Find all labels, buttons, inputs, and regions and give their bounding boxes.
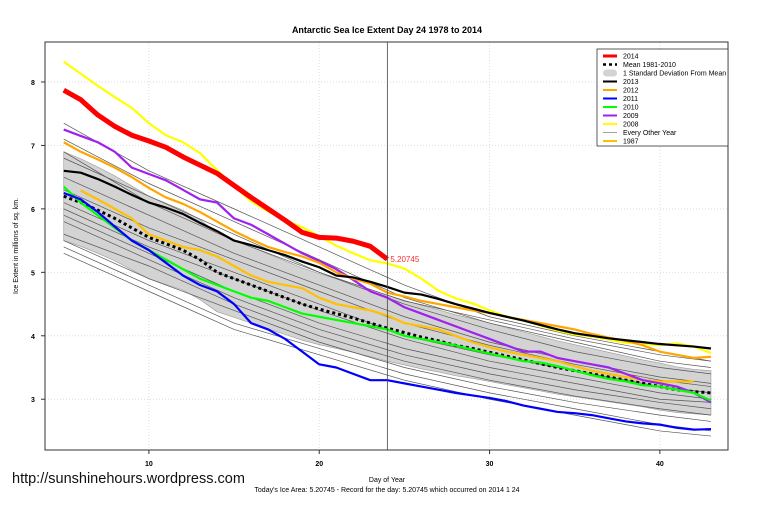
- legend-box: [596, 48, 729, 147]
- chart-subtitle: Today's Ice Area: 5.20745 - Record for t…: [254, 487, 519, 494]
- legend-label: 2011: [623, 96, 638, 103]
- legend-label: Every Other Year: [623, 130, 677, 137]
- y-tick-label: 4: [31, 334, 35, 341]
- legend-label: 2012: [623, 88, 639, 95]
- x-tick-label: 20: [315, 461, 323, 468]
- series-line-2014: [62, 88, 389, 262]
- y-tick-label: 3: [31, 397, 35, 404]
- legend-label: 2009: [623, 113, 639, 120]
- x-tick-label: 10: [145, 461, 153, 468]
- other-year-line: [63, 122, 712, 362]
- other-year-line: [63, 151, 712, 362]
- legend-label: 2008: [623, 122, 639, 129]
- marker-value-label: 5.20745: [390, 255, 419, 264]
- y-tick-label: 6: [31, 207, 35, 214]
- x-axis-ticks: 10 20 30 40: [145, 450, 664, 468]
- other-year-line: [63, 208, 712, 400]
- other-year-line: [63, 233, 712, 416]
- legend-label: 2013: [623, 79, 639, 86]
- plot-frame: [44, 41, 729, 451]
- x-axis-label: Day of Year: [369, 477, 406, 484]
- legend-swatch-band: [603, 69, 617, 77]
- other-year-line: [63, 157, 712, 375]
- legend-label: 1 Standard Deviation From Mean: [623, 71, 726, 78]
- other-year-line: [63, 240, 712, 422]
- y-axis-label: Ice Extent in millions of sq. km.: [13, 198, 20, 294]
- other-year-line: [63, 246, 712, 432]
- other-year-line: [63, 252, 712, 437]
- other-year-line: [63, 176, 712, 384]
- y-tick-label: 8: [31, 80, 35, 87]
- x-tick-label: 40: [656, 461, 664, 468]
- legend-label: 1987: [623, 139, 639, 146]
- y-tick-label: 5: [31, 270, 35, 277]
- day-marker-group: 5.20745: [386, 42, 420, 450]
- chart-title: Antarctic Sea Ice Extent Day 24 1978 to …: [292, 25, 482, 35]
- y-axis-ticks: 3 4 5 6 7 8: [31, 80, 45, 404]
- watermark-url: http://sunshinehours.wordpress.com: [12, 471, 245, 487]
- other-year-line: [63, 138, 712, 368]
- series-line-mean-1981-2010: [63, 194, 712, 395]
- y-tick-label: 7: [31, 143, 35, 150]
- legend-label: 2014: [623, 54, 639, 61]
- legend-label: 2010: [623, 105, 639, 112]
- legend-label: Mean 1981-2010: [623, 62, 676, 69]
- x-tick-label: 30: [486, 461, 494, 468]
